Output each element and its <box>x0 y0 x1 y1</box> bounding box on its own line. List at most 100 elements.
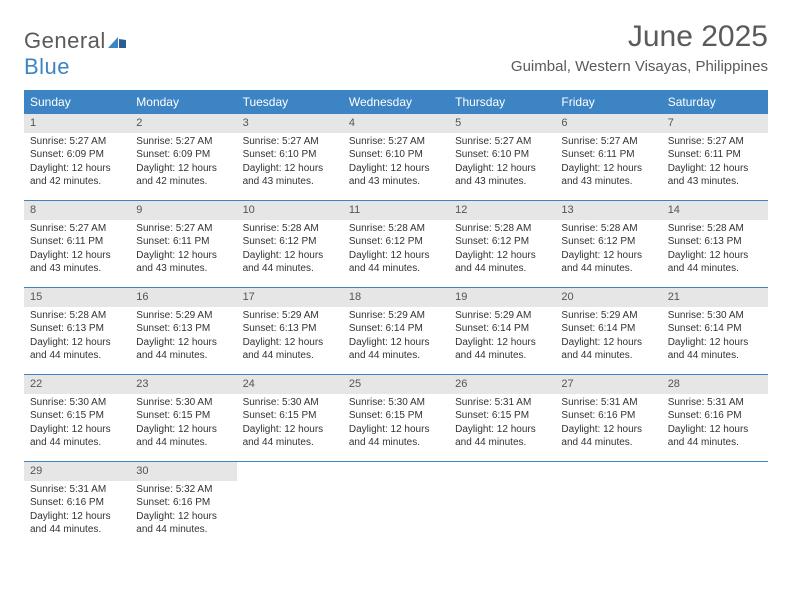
sunset-text: Sunset: 6:16 PM <box>668 409 762 423</box>
day-number: 26 <box>449 375 555 394</box>
day-body: Sunrise: 5:28 AMSunset: 6:12 PMDaylight:… <box>555 220 661 280</box>
sunset-text: Sunset: 6:15 PM <box>136 409 230 423</box>
daylight-text: Daylight: 12 hours <box>455 336 549 350</box>
sunset-text: Sunset: 6:14 PM <box>349 322 443 336</box>
sunrise-text: Sunrise: 5:27 AM <box>455 135 549 149</box>
daylight-text: and 43 minutes. <box>561 175 655 189</box>
daylight-text: and 44 minutes. <box>349 349 443 363</box>
sunset-text: Sunset: 6:11 PM <box>561 148 655 162</box>
day-number: 12 <box>449 201 555 220</box>
daylight-text: and 44 minutes. <box>30 436 124 450</box>
daylight-text: and 44 minutes. <box>455 436 549 450</box>
sunrise-text: Sunrise: 5:27 AM <box>668 135 762 149</box>
daylight-text: Daylight: 12 hours <box>349 336 443 350</box>
daylight-text: Daylight: 12 hours <box>455 162 549 176</box>
sunset-text: Sunset: 6:13 PM <box>243 322 337 336</box>
daylight-text: and 44 minutes. <box>668 262 762 276</box>
daylight-text: and 43 minutes. <box>136 262 230 276</box>
day-cell <box>555 462 661 548</box>
day-cell: 10Sunrise: 5:28 AMSunset: 6:12 PMDayligh… <box>237 201 343 287</box>
month-title: June 2025 <box>511 20 768 54</box>
day-body: Sunrise: 5:30 AMSunset: 6:15 PMDaylight:… <box>237 394 343 454</box>
day-number: 3 <box>237 114 343 133</box>
day-cell: 16Sunrise: 5:29 AMSunset: 6:13 PMDayligh… <box>130 288 236 374</box>
day-body: Sunrise: 5:28 AMSunset: 6:13 PMDaylight:… <box>24 307 130 367</box>
sunset-text: Sunset: 6:11 PM <box>136 235 230 249</box>
sunrise-text: Sunrise: 5:30 AM <box>349 396 443 410</box>
daylight-text: and 44 minutes. <box>668 436 762 450</box>
day-number: 8 <box>24 201 130 220</box>
sunrise-text: Sunrise: 5:31 AM <box>30 483 124 497</box>
day-number: 4 <box>343 114 449 133</box>
day-body: Sunrise: 5:27 AMSunset: 6:11 PMDaylight:… <box>130 220 236 280</box>
daylight-text: and 44 minutes. <box>668 349 762 363</box>
day-header-row: SundayMondayTuesdayWednesdayThursdayFrid… <box>24 90 768 114</box>
day-cell: 23Sunrise: 5:30 AMSunset: 6:15 PMDayligh… <box>130 375 236 461</box>
sunrise-text: Sunrise: 5:31 AM <box>561 396 655 410</box>
sunrise-text: Sunrise: 5:29 AM <box>243 309 337 323</box>
sunrise-text: Sunrise: 5:30 AM <box>243 396 337 410</box>
day-body: Sunrise: 5:30 AMSunset: 6:15 PMDaylight:… <box>343 394 449 454</box>
day-body: Sunrise: 5:27 AMSunset: 6:11 PMDaylight:… <box>555 133 661 193</box>
day-body: Sunrise: 5:32 AMSunset: 6:16 PMDaylight:… <box>130 481 236 541</box>
sunset-text: Sunset: 6:14 PM <box>668 322 762 336</box>
day-number: 18 <box>343 288 449 307</box>
sunrise-text: Sunrise: 5:30 AM <box>668 309 762 323</box>
sunrise-text: Sunrise: 5:28 AM <box>349 222 443 236</box>
day-header: Sunday <box>24 90 130 114</box>
daylight-text: and 42 minutes. <box>136 175 230 189</box>
day-number: 5 <box>449 114 555 133</box>
daylight-text: Daylight: 12 hours <box>136 249 230 263</box>
day-cell: 27Sunrise: 5:31 AMSunset: 6:16 PMDayligh… <box>555 375 661 461</box>
daylight-text: and 43 minutes. <box>349 175 443 189</box>
sunrise-text: Sunrise: 5:29 AM <box>455 309 549 323</box>
day-body: Sunrise: 5:29 AMSunset: 6:14 PMDaylight:… <box>555 307 661 367</box>
sunset-text: Sunset: 6:12 PM <box>455 235 549 249</box>
day-body: Sunrise: 5:30 AMSunset: 6:14 PMDaylight:… <box>662 307 768 367</box>
sunset-text: Sunset: 6:10 PM <box>243 148 337 162</box>
daylight-text: Daylight: 12 hours <box>243 249 337 263</box>
day-number: 23 <box>130 375 236 394</box>
day-cell: 18Sunrise: 5:29 AMSunset: 6:14 PMDayligh… <box>343 288 449 374</box>
daylight-text: Daylight: 12 hours <box>561 249 655 263</box>
daylight-text: Daylight: 12 hours <box>243 423 337 437</box>
day-cell <box>449 462 555 548</box>
daylight-text: and 44 minutes. <box>455 349 549 363</box>
day-number: 15 <box>24 288 130 307</box>
sunset-text: Sunset: 6:13 PM <box>668 235 762 249</box>
logo-flag-icon <box>108 34 126 53</box>
daylight-text: Daylight: 12 hours <box>136 510 230 524</box>
day-body: Sunrise: 5:27 AMSunset: 6:10 PMDaylight:… <box>449 133 555 193</box>
daylight-text: Daylight: 12 hours <box>136 336 230 350</box>
week-row: 15Sunrise: 5:28 AMSunset: 6:13 PMDayligh… <box>24 288 768 375</box>
daylight-text: and 44 minutes. <box>243 436 337 450</box>
day-cell <box>237 462 343 548</box>
daylight-text: Daylight: 12 hours <box>455 249 549 263</box>
sunrise-text: Sunrise: 5:28 AM <box>668 222 762 236</box>
day-cell: 22Sunrise: 5:30 AMSunset: 6:15 PMDayligh… <box>24 375 130 461</box>
week-row: 1Sunrise: 5:27 AMSunset: 6:09 PMDaylight… <box>24 114 768 201</box>
day-number: 28 <box>662 375 768 394</box>
daylight-text: Daylight: 12 hours <box>455 423 549 437</box>
day-cell: 1Sunrise: 5:27 AMSunset: 6:09 PMDaylight… <box>24 114 130 200</box>
daylight-text: Daylight: 12 hours <box>561 423 655 437</box>
day-header: Friday <box>555 90 661 114</box>
sunset-text: Sunset: 6:13 PM <box>136 322 230 336</box>
daylight-text: Daylight: 12 hours <box>30 336 124 350</box>
daylight-text: Daylight: 12 hours <box>30 423 124 437</box>
sunrise-text: Sunrise: 5:28 AM <box>561 222 655 236</box>
header: General Blue June 2025 Guimbal, Western … <box>24 20 768 80</box>
daylight-text: Daylight: 12 hours <box>243 162 337 176</box>
day-body: Sunrise: 5:27 AMSunset: 6:09 PMDaylight:… <box>130 133 236 193</box>
day-number: 24 <box>237 375 343 394</box>
sunrise-text: Sunrise: 5:27 AM <box>30 135 124 149</box>
daylight-text: Daylight: 12 hours <box>30 510 124 524</box>
day-cell: 9Sunrise: 5:27 AMSunset: 6:11 PMDaylight… <box>130 201 236 287</box>
day-number: 29 <box>24 462 130 481</box>
day-cell: 6Sunrise: 5:27 AMSunset: 6:11 PMDaylight… <box>555 114 661 200</box>
day-body: Sunrise: 5:27 AMSunset: 6:10 PMDaylight:… <box>237 133 343 193</box>
day-body: Sunrise: 5:28 AMSunset: 6:12 PMDaylight:… <box>343 220 449 280</box>
sunrise-text: Sunrise: 5:27 AM <box>136 222 230 236</box>
daylight-text: Daylight: 12 hours <box>349 162 443 176</box>
calendar-body: 1Sunrise: 5:27 AMSunset: 6:09 PMDaylight… <box>24 114 768 548</box>
